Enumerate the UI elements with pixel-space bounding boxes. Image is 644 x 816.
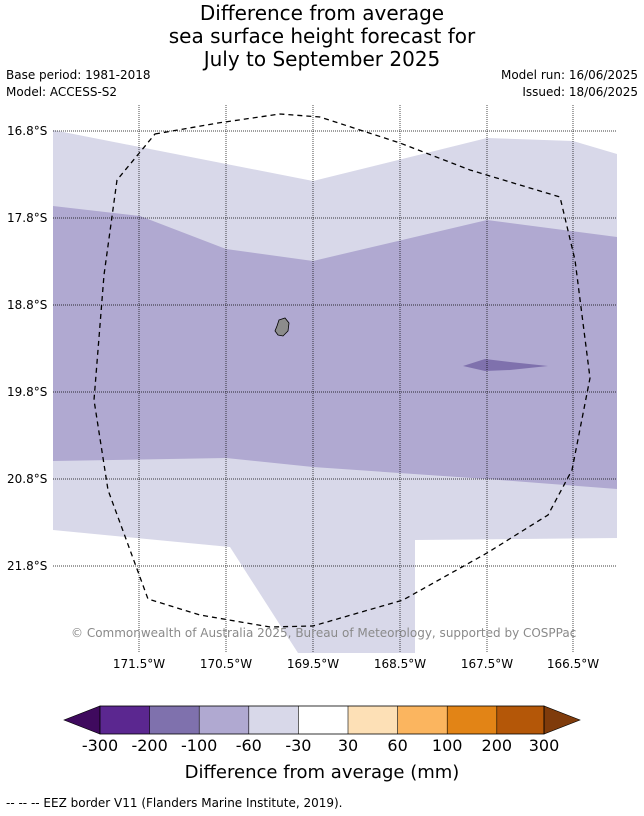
- colorbar-tick-8: 100: [431, 736, 463, 755]
- colorbar-band-3: [199, 706, 249, 734]
- meta-left: Base period: 1981-2018 Model: ACCESS-S2: [6, 67, 151, 101]
- lat-label-4: 19.8°S: [7, 385, 48, 399]
- grid-lines: [53, 105, 617, 653]
- eez-legend-note: -- -- -- EEZ border V11 (Flanders Marine…: [6, 796, 343, 810]
- copyright-notice: © Commonwealth of Australia 2025, Bureau…: [71, 626, 577, 640]
- issued-date: Issued: 18/06/2025: [522, 85, 638, 99]
- lat-label-2: 17.8°S: [7, 211, 48, 225]
- sea-level-map: [53, 105, 617, 653]
- colorbar-band-1: [100, 706, 150, 734]
- title-line-3: July to September 2025: [203, 47, 441, 71]
- colorbar-tick-10: 300: [528, 736, 560, 755]
- colorbar-tick-6: 30: [337, 736, 359, 755]
- colorbar-tick-3: -100: [181, 736, 218, 755]
- colorbar-band-2: [149, 706, 200, 734]
- colorbar-max-arrow: [543, 705, 581, 735]
- colorbar-band-6: [348, 706, 398, 734]
- colorbar-band-5: [298, 706, 348, 734]
- lat-label-3: 18.8°S: [7, 298, 48, 312]
- colorbar-tick-2: -200: [131, 736, 168, 755]
- lat-label-5: 20.8°S: [7, 472, 48, 486]
- region-dark: [463, 359, 548, 371]
- title-line-1: Difference from average: [199, 1, 445, 25]
- colorbar-tick-4: -60: [235, 736, 262, 755]
- colorbar-tick-1: -300: [81, 736, 119, 755]
- colorbar-tick-7: 60: [387, 736, 408, 755]
- colorbar-min-arrow: [63, 705, 101, 735]
- lon-label-4: 168.5°W: [373, 657, 427, 671]
- lat-label-1: 16.8°S: [7, 124, 48, 138]
- meta-right: Model run: 16/06/2025 Issued: 18/06/2025: [501, 67, 638, 101]
- lon-label-3: 169.5°W: [286, 657, 340, 671]
- colorbar-band-4: [248, 706, 299, 734]
- niue-island: [274, 317, 290, 337]
- lat-label-6: 21.8°S: [7, 559, 48, 573]
- colorbar: [63, 705, 581, 735]
- lon-label-2: 170.5°W: [199, 657, 253, 671]
- colorbar-band-8: [447, 706, 497, 734]
- colorbar-band-7: [397, 706, 448, 734]
- colorbar-dividers: [149, 706, 498, 734]
- colorbar-outline: [99, 705, 545, 735]
- colorbar-tick-9: 200: [481, 736, 513, 755]
- region-mid: [53, 206, 617, 489]
- colorbar-title: Difference from average (mm): [184, 762, 460, 783]
- eez-border: [93, 113, 591, 628]
- lon-label-6: 166.5°W: [546, 657, 600, 671]
- model-run: Model run: 16/06/2025: [500, 68, 638, 82]
- lon-label-5: 167.5°W: [460, 657, 514, 671]
- lon-label-1: 171.5°W: [112, 657, 166, 671]
- colorbar-tick-5: -30: [285, 736, 312, 755]
- base-period: Base period: 1981-2018: [6, 68, 151, 82]
- chart-title: Difference from average sea surface heig…: [0, 2, 644, 71]
- title-line-2: sea surface height forecast for: [168, 24, 476, 48]
- model-name: Model: ACCESS-S2: [6, 85, 118, 99]
- colorbar-band-9: [496, 706, 544, 734]
